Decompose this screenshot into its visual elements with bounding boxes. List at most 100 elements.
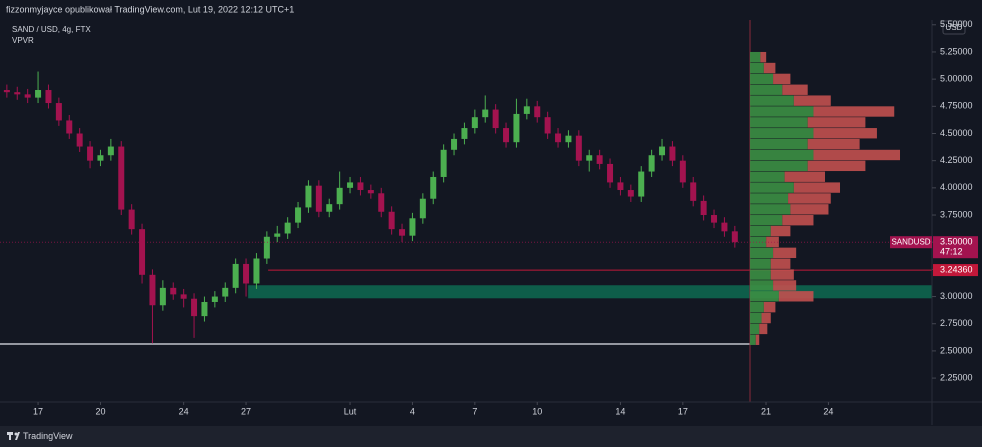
candle-body [669, 146, 676, 161]
profile-sell [782, 215, 814, 226]
candle-body [378, 193, 385, 212]
candle-body [222, 287, 229, 297]
profile-sell [807, 160, 866, 172]
candle-body [617, 182, 624, 191]
profile-buy [750, 269, 771, 280]
currency-box[interactable] [942, 20, 966, 35]
candle-body [575, 135, 582, 161]
candle-body [388, 211, 395, 230]
candle-body [295, 207, 302, 223]
x-tick-label: 24 [823, 406, 833, 416]
candle-body [367, 190, 374, 194]
candle-body [461, 128, 468, 139]
y-tick-label: 5.50000 [940, 19, 973, 29]
profile-sell [793, 182, 841, 193]
profile-sell [784, 171, 826, 182]
candle-body [3, 90, 10, 93]
profile-sell [813, 128, 877, 139]
profile-buy [750, 301, 764, 313]
footer-brand: TradingView [23, 431, 73, 441]
profile-sell [790, 204, 829, 215]
plot [0, 20, 932, 402]
candle-body [492, 109, 499, 129]
y-tick-label: 2.25000 [940, 372, 973, 382]
x-tick-label: 27 [241, 406, 251, 416]
candle-body [107, 146, 114, 156]
x-tick-label: 21 [761, 406, 771, 416]
x-tick-label: 17 [33, 406, 43, 416]
profile-buy [750, 171, 785, 182]
currency[interactable]: USD [946, 23, 963, 32]
profile-buy [750, 204, 791, 215]
profile-buy [750, 215, 783, 226]
profile-sell [770, 225, 791, 237]
candle-body [721, 222, 728, 232]
candle-body [513, 113, 520, 143]
profile-sell [773, 247, 797, 259]
candle-body [232, 263, 239, 288]
candle-body [731, 231, 738, 243]
y-tick-label: 5.00000 [940, 74, 973, 84]
candle-body [347, 182, 354, 188]
profile-buy [750, 106, 814, 117]
profile-buy [750, 51, 761, 63]
y-tick-label: 2.50000 [940, 345, 973, 355]
x-tick-label: 17 [678, 406, 688, 416]
candle-body [357, 182, 364, 191]
y-tick-label: 4.00000 [940, 182, 973, 192]
candle-body [211, 296, 218, 302]
header: fizzonmyjayce opublikował TradingView.co… [6, 4, 294, 14]
profile-buy [750, 236, 767, 248]
candle-body [471, 117, 478, 129]
candle-body [399, 229, 406, 236]
x-tick-label: 24 [179, 406, 189, 416]
profile-sell [807, 138, 860, 150]
x-tick-label: 20 [95, 406, 105, 416]
candle-body [700, 200, 707, 216]
candle-body [201, 301, 208, 317]
profile-sell [759, 323, 768, 335]
candle-body [586, 155, 593, 161]
candle-body [596, 155, 603, 164]
x-tick-label: 4 [410, 406, 415, 416]
footer-bar [0, 426, 982, 447]
level-label: 3.24360 [940, 264, 973, 274]
profile-sell [766, 236, 779, 248]
last-price-label: 3.50000 [940, 237, 973, 247]
profile-sell [755, 334, 760, 345]
candle-body [128, 209, 135, 230]
candle-body [139, 229, 146, 275]
profile-sell [813, 149, 901, 161]
candle-body [679, 160, 686, 183]
candle-body [555, 133, 562, 143]
timer-label: 47:12 [940, 247, 963, 257]
candle-body [243, 263, 250, 284]
profile-buy [750, 149, 814, 161]
candle-body [159, 287, 166, 306]
profile-buy [750, 73, 774, 85]
profile-buy [750, 247, 774, 259]
candle-body [118, 146, 125, 210]
candle-body [97, 155, 104, 161]
candle-body [482, 109, 489, 118]
candle-body [690, 182, 697, 201]
candle-body [87, 146, 94, 161]
x-tick-label: 10 [532, 406, 542, 416]
candle-body [648, 155, 655, 172]
candle-body [263, 236, 270, 259]
symbol-box [890, 236, 932, 249]
candle-body [440, 149, 447, 177]
profile-sell [788, 193, 831, 204]
candle-body [35, 90, 42, 98]
candle-body [14, 92, 21, 95]
zone [248, 285, 932, 299]
profile-sell [793, 95, 831, 106]
level-box [933, 264, 978, 277]
candle-body [149, 274, 156, 306]
profile-buy [750, 138, 808, 150]
profile-buy [750, 193, 789, 204]
symbol-legend: SAND / USD, 4g, FTX [12, 25, 91, 34]
x-tick-label: Lut [344, 406, 357, 416]
